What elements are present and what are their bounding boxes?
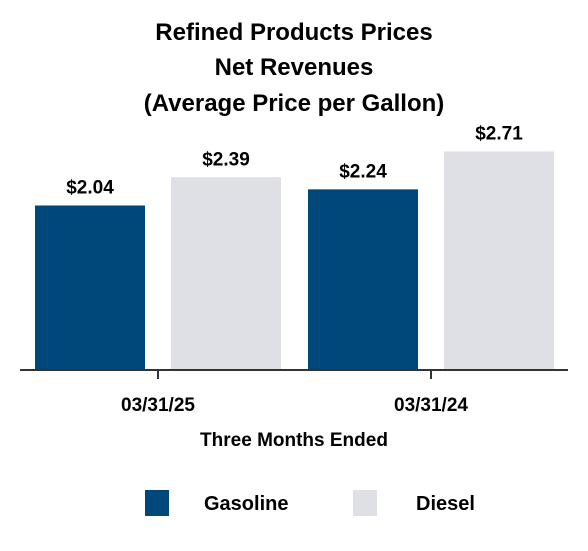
x-axis-ticks: 03/31/25 03/31/24: [121, 370, 468, 416]
bar-diesel-2: [444, 151, 554, 370]
chart-title-line-2: Net Revenues: [215, 54, 374, 81]
x-tick-label-2: 03/31/24: [394, 395, 468, 416]
x-tick-label-1: 03/31/25: [121, 395, 195, 416]
chart-title-line-3: (Average Price per Gallon): [144, 90, 445, 117]
data-label-diesel-1: $2.39: [202, 149, 250, 170]
data-labels: $2.04 $2.39 $2.24 $2.71: [66, 123, 523, 198]
legend: Gasoline Diesel: [145, 490, 475, 516]
bar-gasoline-2: [308, 189, 418, 370]
legend-swatch-diesel: [353, 490, 377, 516]
chart-title: Refined Products Prices Net Revenues (Av…: [144, 19, 445, 117]
data-label-gasoline-2: $2.24: [339, 161, 387, 182]
legend-label-diesel: Diesel: [416, 493, 475, 515]
data-label-diesel-2: $2.71: [475, 123, 523, 144]
bars: [35, 151, 554, 370]
data-label-gasoline-1: $2.04: [66, 177, 114, 198]
x-axis-title: Three Months Ended: [200, 430, 388, 451]
bar-diesel-1: [171, 177, 281, 370]
chart-title-line-1: Refined Products Prices: [155, 19, 432, 46]
legend-label-gasoline: Gasoline: [204, 493, 288, 515]
bar-gasoline-1: [35, 205, 145, 370]
legend-swatch-gasoline: [145, 490, 169, 516]
